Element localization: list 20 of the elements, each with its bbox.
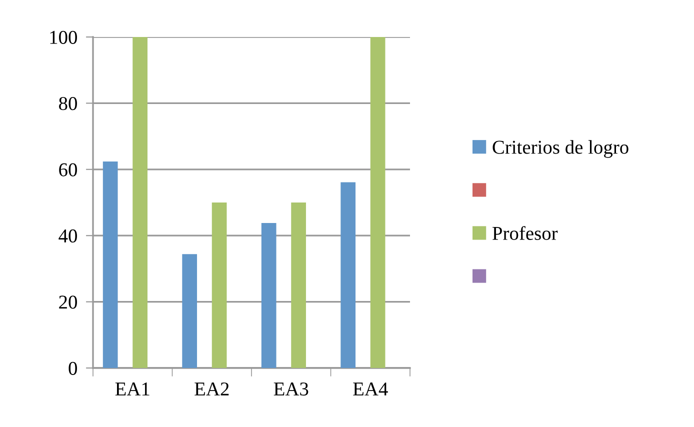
bar xyxy=(340,182,356,368)
x-tick-label: EA3 xyxy=(274,382,308,396)
legend-label: Profesor xyxy=(492,226,558,240)
y-tick-label: 20 xyxy=(59,296,77,309)
bar xyxy=(370,37,386,368)
bar xyxy=(291,202,306,368)
y-tick-label: 0 xyxy=(68,362,77,375)
bar xyxy=(212,202,227,368)
bar xyxy=(182,254,198,368)
bar xyxy=(102,161,118,368)
x-tick-label: EA2 xyxy=(194,382,229,396)
x-tick-label: EA1 xyxy=(115,382,150,396)
y-tick-label: 80 xyxy=(59,97,77,110)
bar xyxy=(132,37,148,368)
bar xyxy=(261,223,276,368)
y-tick-label: 100 xyxy=(50,30,77,44)
x-tick-label: EA4 xyxy=(353,382,388,396)
y-tick-label: 40 xyxy=(58,229,77,243)
legend-label: Criterios de logro xyxy=(492,140,628,158)
y-tick-label: 60 xyxy=(59,163,77,176)
